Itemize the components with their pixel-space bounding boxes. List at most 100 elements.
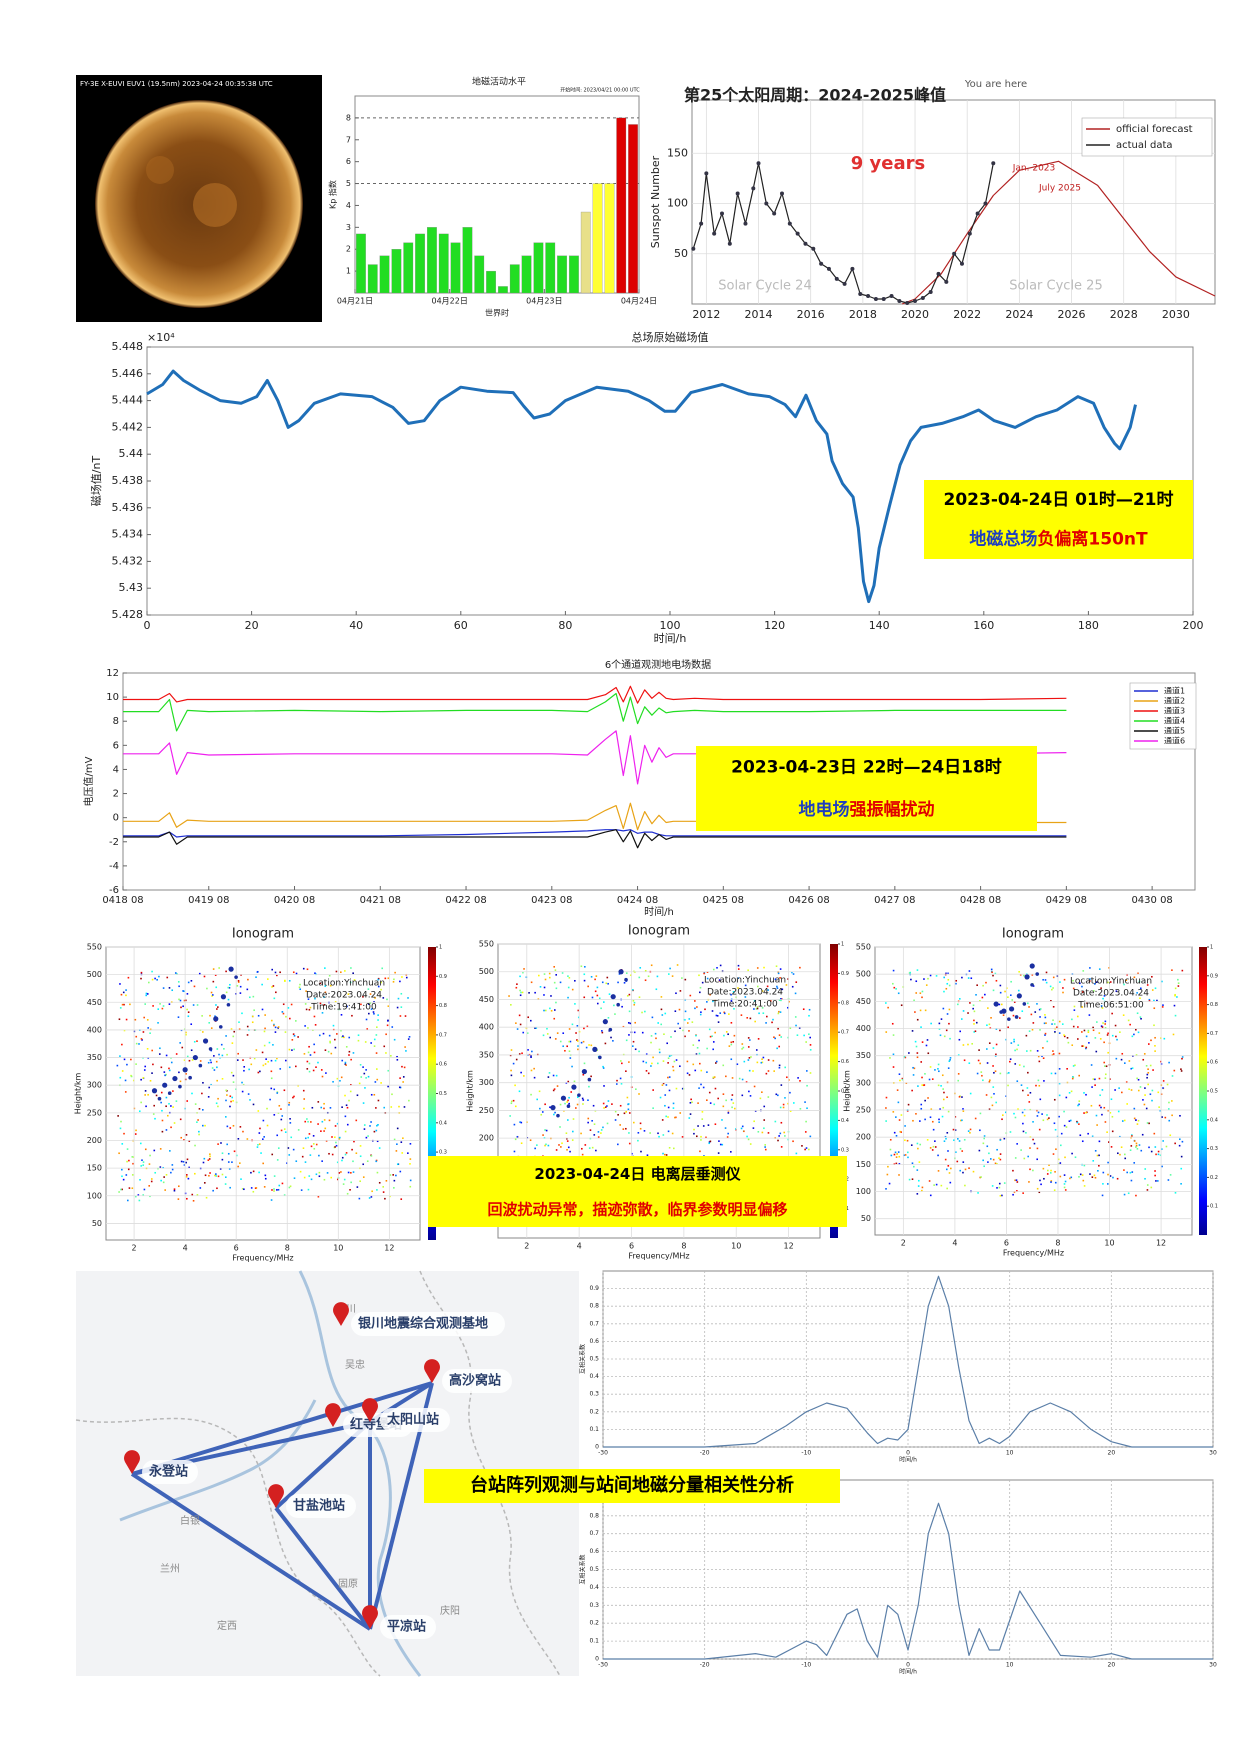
echo-noise [306,968,309,971]
echo-noise [1174,1142,1176,1145]
echo-noise [381,967,384,970]
y-tick-label: 550 [856,943,871,952]
echo-noise [568,1028,571,1030]
echo-noise [761,1058,763,1060]
echo-noise [809,1036,811,1039]
echo-noise [179,1118,182,1121]
echo-noise [178,1071,180,1074]
echo-noise [1146,1073,1149,1076]
echo-noise [271,986,273,988]
echo-noise [1036,1109,1038,1112]
echo-noise [914,1040,917,1043]
echo-noise [170,1105,172,1107]
echo-noise [198,972,201,975]
echo-noise [1098,1140,1101,1143]
echo-noise [947,1110,950,1113]
echo-noise [725,1031,728,1033]
echo-noise [706,1047,708,1050]
echo-noise [1039,1098,1042,1101]
echo-noise [949,1057,952,1059]
echo-noise [681,977,683,979]
colorbar-tick-label: 0.9 [439,974,447,980]
echo-noise [566,1101,568,1103]
echo-noise [924,1009,927,1012]
echo-noise [1017,1108,1019,1110]
echo-noise [221,1158,224,1161]
echo-noise [612,1040,614,1042]
series-line [123,829,1067,838]
y-tick-label: 0.4 [589,1584,599,1591]
echo-noise [887,1006,889,1009]
echo-noise [591,1146,594,1149]
station-marker [362,1605,378,1629]
echo-noise [159,1166,162,1168]
echo-noise [238,1028,241,1031]
echo-noise [1089,978,1091,980]
echo-noise [1159,1154,1162,1157]
data-point [803,241,808,246]
echo-noise [274,1031,277,1033]
echo-noise [969,1092,972,1095]
echo-noise [931,1078,934,1080]
echo-noise [686,1022,689,1024]
echo-noise [1104,1065,1106,1067]
echo-noise [1016,1048,1018,1051]
echo-noise [587,1117,590,1120]
echo-noise [166,1114,169,1117]
echo-noise [1104,1077,1107,1079]
echo-noise [711,1035,713,1038]
echo-noise [230,1071,233,1074]
city-label: 兰州 [160,1562,180,1575]
echo-noise [567,975,569,977]
y-tick-label: 450 [87,998,102,1007]
echo-noise [738,1077,741,1080]
echo-noise [726,1136,729,1138]
echo-noise [1038,1084,1041,1087]
echo-noise [374,1081,377,1083]
echo-noise [595,975,598,977]
echo-noise [309,1006,312,1009]
echo-noise [157,1022,159,1024]
echo-noise [764,1146,766,1148]
echo-noise [335,970,338,973]
echo-noise [519,989,521,992]
echo-noise [746,1017,749,1019]
echo-noise [574,1003,576,1005]
echo-noise [1053,1023,1056,1025]
echo-noise [1036,1158,1039,1161]
echo-noise [594,978,596,981]
echo-noise [895,1162,898,1165]
echo-noise [915,1045,918,1048]
echo-noise [1144,1087,1146,1089]
x-tick-label: 12 [384,1244,394,1253]
echo-noise [544,1144,546,1147]
echo-noise [700,1139,702,1141]
echo-noise [404,1046,406,1048]
echo-noise [954,1129,957,1131]
echo-noise [588,1147,591,1149]
echo-noise [1121,1091,1123,1094]
echo-noise [629,1022,632,1025]
echo-noise [715,1060,718,1063]
echo-noise [143,1016,145,1019]
echo-noise [1016,1190,1018,1192]
echo-noise [756,967,759,969]
echo-noise [284,979,286,982]
echo-noise [709,1102,712,1104]
echo-noise [698,974,700,977]
echo-noise [179,999,182,1002]
x-tick-label: 60 [454,619,468,632]
echo-noise [302,967,305,970]
echo-noise [1023,974,1025,977]
echo-noise [1096,1154,1099,1157]
series-line [123,685,1067,704]
echo-noise [937,1068,939,1070]
echo-noise [1167,1108,1170,1110]
echo-noise [762,1056,765,1059]
echo-noise [1148,1043,1150,1045]
echo-noise [684,1010,687,1013]
echo-noise [345,1104,348,1107]
echo-noise [1058,1052,1061,1055]
echo-noise [1154,1174,1156,1177]
